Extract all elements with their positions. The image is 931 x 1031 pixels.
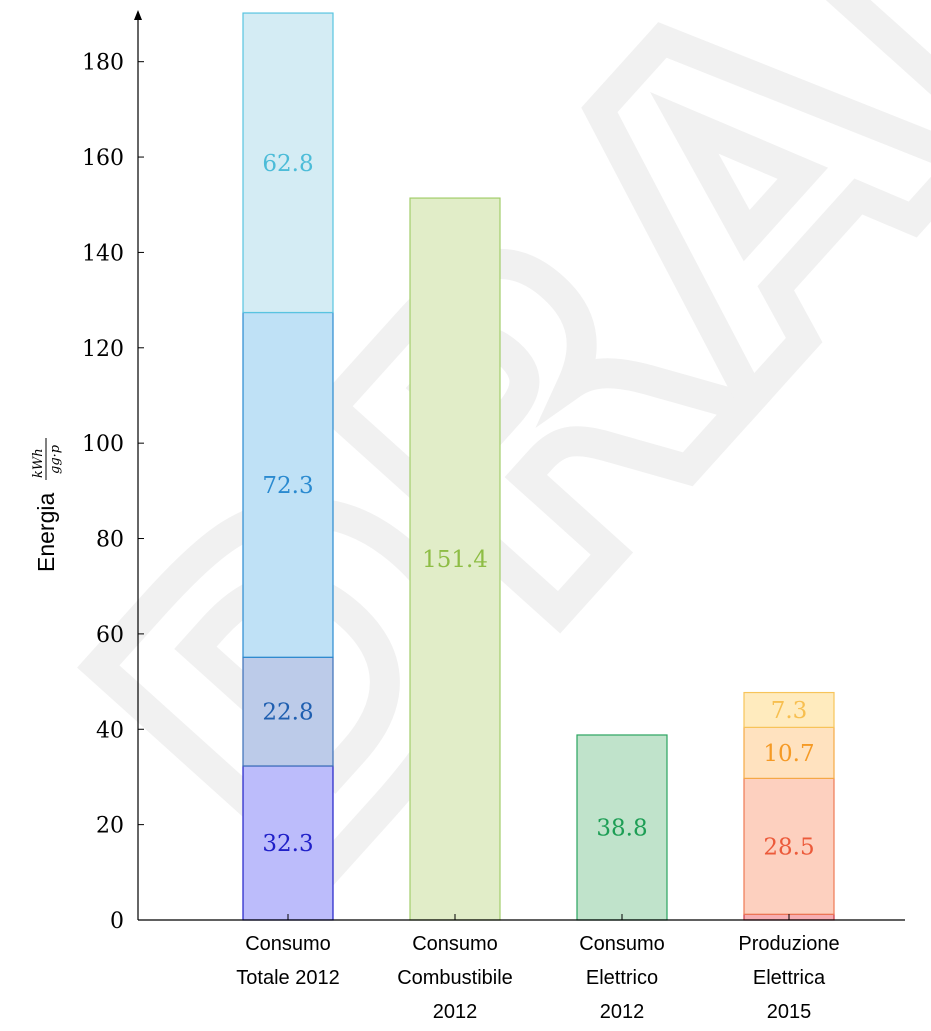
category-label-1-line-2: Totale 2012: [236, 967, 339, 989]
data-labels-group: 32.3 22.8 72.3 62.8 151.4 38.8 28.5 10.7 7.3: [262, 151, 814, 861]
category-label-3-line-2: Elettrico: [586, 967, 658, 989]
y-axis-unit-numerator: kWh: [31, 448, 46, 478]
y-tick-label-0: 0: [110, 909, 124, 934]
category-label-2-line-3: 2012: [433, 1001, 478, 1023]
y-tick-label-100: 100: [82, 432, 124, 457]
category-label-3-line-3: 2012: [600, 1001, 645, 1023]
data-label-2-1: 151.4: [422, 547, 488, 573]
y-axis-label-text: Energia: [33, 493, 59, 572]
y-tick-label-20: 20: [96, 814, 124, 839]
bar-1-segment-1: [242, 765, 334, 921]
y-tick-label-60: 60: [96, 623, 124, 648]
bar-4-segment-4: [743, 691, 835, 728]
data-label-4-2: 28.5: [763, 834, 814, 860]
axes-group: [134, 10, 905, 921]
y-tick-label-120: 120: [82, 337, 124, 362]
category-label-2-line-1: Consumo: [412, 933, 498, 955]
y-tick-label-160: 160: [82, 146, 124, 171]
bar-4-segment-2: [743, 777, 835, 915]
bar-1-segment-3: [242, 311, 334, 658]
y-axis-unit-denominator: gg·p: [48, 444, 63, 474]
data-label-1-3: 72.3: [262, 473, 313, 499]
data-label-1-2: 22.8: [262, 700, 313, 726]
y-axis-label: Energia kWh gg·p: [31, 438, 63, 572]
category-label-4-line-2: Elettrica: [753, 967, 826, 989]
y-tick-label-180: 180: [82, 51, 124, 76]
category-label-2-line-2: Combustibile: [397, 967, 513, 989]
y-ticks-group: 0 20 40 60 80 100 120 140 160 180: [82, 51, 144, 934]
category-label-1-line-1: Consumo: [245, 933, 331, 955]
category-label-4-line-3: 2015: [767, 1001, 812, 1023]
bar-1-segment-4: [242, 12, 334, 314]
y-tick-label-140: 140: [82, 241, 124, 266]
data-label-1-4: 62.8: [262, 151, 313, 177]
y-axis-arrow: [134, 10, 142, 20]
data-label-4-4: 7.3: [771, 698, 808, 724]
y-tick-label-40: 40: [96, 718, 124, 743]
data-label-3-1: 38.8: [596, 815, 647, 841]
bars-group: [242, 12, 835, 921]
category-label-4-line-1: Produzione: [738, 933, 839, 955]
category-label-3-line-1: Consumo: [579, 933, 665, 955]
data-label-4-3: 10.7: [763, 741, 814, 767]
y-tick-label-80: 80: [96, 528, 124, 553]
data-label-1-1: 32.3: [262, 831, 313, 857]
category-labels-group: Consumo Totale 2012 Consumo Combustibile 201…: [236, 914, 840, 1023]
